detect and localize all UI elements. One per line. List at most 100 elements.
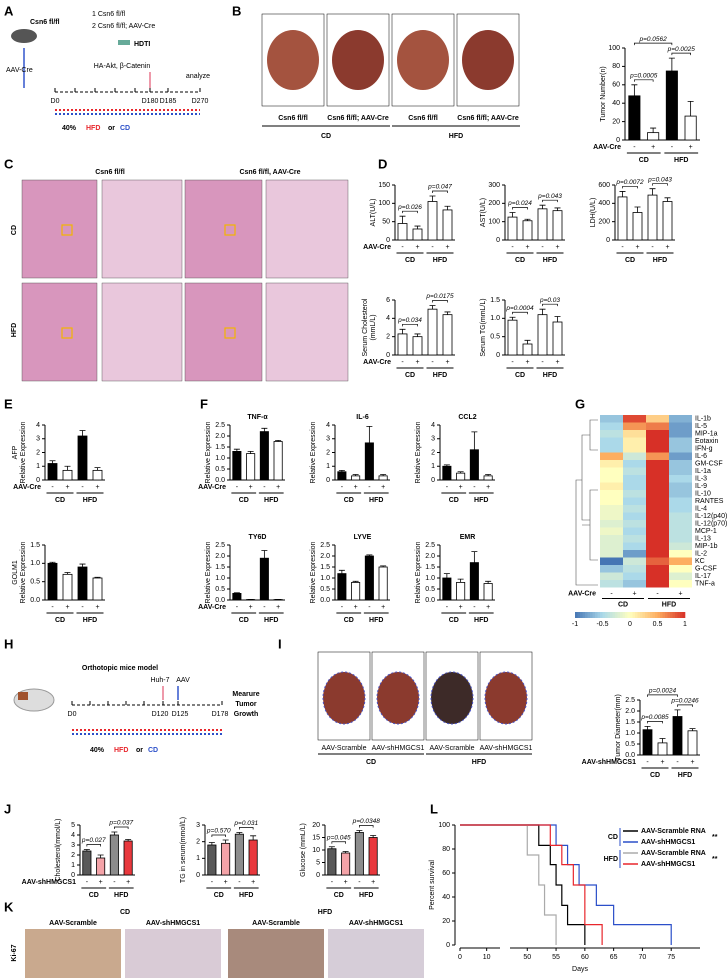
y-tick-label: 2 (326, 449, 330, 456)
panel-label: A (4, 3, 14, 18)
y-axis-label: Relative Expression (415, 421, 422, 483)
colorbar-segment (607, 612, 611, 618)
bar (552, 321, 563, 356)
bar (442, 209, 453, 241)
bar (483, 583, 493, 601)
significance-bracket (402, 323, 418, 327)
x-tick-label: + (99, 879, 103, 886)
colorbar-segment (672, 612, 676, 618)
error-bar (509, 212, 516, 218)
x-tick-label: - (51, 484, 54, 491)
significance-bracket (432, 300, 448, 303)
error-bar (659, 738, 666, 743)
heatmap-cell (646, 452, 669, 460)
colorbar-segment (667, 612, 671, 618)
y-tick-label: 20 (312, 822, 320, 829)
survival-curve (460, 824, 603, 945)
ihc-image (125, 929, 221, 978)
colorbar-segment (655, 612, 658, 618)
row-group-label: AAV-Cre (568, 590, 596, 597)
bar (246, 453, 256, 481)
y-tick-label: 1.5 (425, 564, 435, 571)
y-tick-label: 4 (71, 832, 75, 839)
heatmap-cell (646, 415, 669, 423)
heatmap-cell (646, 557, 669, 565)
heatmap-cell (623, 490, 646, 498)
heatmap-cell (600, 557, 623, 565)
group-label: HFD (662, 601, 676, 608)
y-tick-label: 1 (196, 855, 200, 862)
heatmap-cell (600, 550, 623, 558)
y-tick-label: 1.5 (30, 542, 40, 549)
bar (628, 95, 641, 141)
error-bar (250, 835, 257, 840)
heatmap-cell (646, 475, 669, 483)
y-tick-label: 1.5 (215, 564, 225, 571)
y-tick-label: 1.5 (625, 719, 635, 726)
bar (442, 577, 452, 601)
diet-label: HFD (318, 909, 332, 916)
error-bar (380, 474, 387, 476)
heatmap-cell (600, 460, 623, 468)
y-axis-label: LDH(U/L) (590, 198, 597, 228)
x-tick-label: + (251, 879, 255, 886)
bar (522, 220, 533, 241)
y-axis-label: Relative Expression (20, 541, 27, 603)
error-bar (457, 578, 464, 583)
x-tick-label: - (331, 879, 334, 886)
group-label: HFD (474, 617, 488, 624)
group-label: CD (334, 892, 344, 899)
bar (82, 850, 92, 876)
y-tick-label: 150 (378, 182, 390, 189)
heatmap-cell (646, 482, 669, 490)
bar (687, 730, 698, 756)
y-tick-label: 1.0 (215, 455, 225, 462)
heatmap-cell (669, 475, 692, 483)
group-label: 2 Csn6 fl/fl; AAV-Cre (92, 23, 155, 30)
y-tick-label: 3 (196, 822, 200, 829)
bar (273, 441, 283, 481)
y-tick-label: 0.0 (320, 597, 330, 604)
diet-label: HFD (449, 133, 463, 140)
x-tick-label: 70 (639, 954, 647, 961)
colorbar-segment (602, 612, 606, 618)
row-label: HFD (11, 323, 18, 337)
group-label: CD (449, 617, 459, 624)
p-value: p=0.0025 (667, 46, 696, 53)
y-tick-label: 60 (442, 870, 450, 877)
y-axis-label: Glucose (mmL/L) (300, 823, 307, 877)
error-bar (509, 316, 516, 321)
x-tick-label: + (276, 604, 280, 611)
y-tick-label: 0.5 (215, 466, 225, 473)
x-tick-label: + (486, 604, 490, 611)
colorbar-segment (657, 612, 661, 618)
y-tick-label: 2.0 (320, 553, 330, 560)
bar (221, 842, 231, 876)
diet-label: CD (120, 125, 130, 132)
colorbar-segment (665, 612, 668, 618)
heatmap-cell (669, 430, 692, 438)
zoom-box (224, 224, 236, 236)
group-label: CD (639, 157, 649, 164)
error-bar (634, 206, 641, 213)
heatmap-cell (600, 437, 623, 445)
heatmap-cell (623, 550, 646, 558)
y-tick-label: 2.0 (215, 433, 225, 440)
colorbar-segment (600, 612, 603, 618)
x-tick-label: 0 (458, 954, 462, 961)
group-label: HFD (83, 497, 97, 504)
chart-title: LYVE (354, 534, 372, 541)
x-tick-label: 65 (610, 954, 618, 961)
colorbar-segment (647, 612, 651, 618)
x-tick-label: - (81, 604, 84, 611)
x-tick-label: + (445, 244, 449, 251)
x-tick-label: - (358, 879, 361, 886)
significance-bracket (211, 834, 226, 837)
group-label: AAV-Scramble (322, 745, 367, 752)
y-tick-label: 2 (386, 334, 390, 341)
x-group-label: AAV-Cre (363, 359, 391, 366)
heatmap-cell (669, 565, 692, 573)
error-bar (97, 854, 104, 858)
y-tick-label: 3 (36, 436, 40, 443)
heatmap-cell (623, 557, 646, 565)
